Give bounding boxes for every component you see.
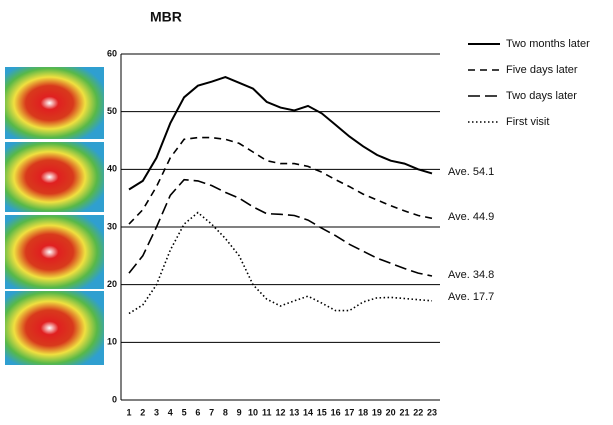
annotation: Ave. 17.7 bbox=[448, 291, 494, 303]
thermal-image bbox=[5, 142, 104, 212]
legend-label: Five days later bbox=[506, 64, 578, 76]
y-tick-label: 20 bbox=[107, 279, 117, 289]
x-tick-label: 22 bbox=[413, 407, 423, 417]
thermal-images bbox=[5, 67, 104, 365]
x-tick-label: 6 bbox=[195, 407, 200, 417]
x-tick-label: 1 bbox=[126, 407, 131, 417]
y-tick-label: 30 bbox=[107, 221, 117, 231]
x-tick-label: 7 bbox=[209, 407, 214, 417]
x-tick-label: 20 bbox=[386, 407, 396, 417]
x-tick-label: 9 bbox=[237, 407, 242, 417]
x-tick-label: 11 bbox=[262, 407, 272, 417]
y-tick-label: 40 bbox=[107, 164, 117, 174]
annotation: Ave. 34.8 bbox=[448, 269, 494, 281]
x-tick-label: 16 bbox=[331, 407, 341, 417]
series-line bbox=[128, 76, 433, 191]
chart-title: MBR bbox=[150, 9, 182, 25]
annotation: Ave. 44.9 bbox=[448, 211, 494, 223]
x-tick-label: 10 bbox=[248, 407, 258, 417]
series-line bbox=[128, 211, 433, 315]
x-tick-label: 2 bbox=[140, 407, 145, 417]
x-tick-label: 17 bbox=[344, 407, 354, 417]
x-tick-label: 8 bbox=[223, 407, 228, 417]
x-tick-label: 12 bbox=[275, 407, 285, 417]
x-tick-label: 15 bbox=[317, 407, 327, 417]
legend-label: Two months later bbox=[506, 38, 590, 50]
x-tick-label: 4 bbox=[168, 407, 173, 417]
x-tick-label: 19 bbox=[372, 407, 382, 417]
series-line bbox=[128, 136, 433, 225]
annotation: Ave. 54.1 bbox=[448, 166, 494, 178]
x-tick-label: 3 bbox=[154, 407, 159, 417]
y-tick-label: 60 bbox=[107, 48, 117, 58]
x-tick-label: 14 bbox=[303, 407, 313, 417]
legend-label: First visit bbox=[506, 116, 549, 128]
x-tick-label: 13 bbox=[289, 407, 299, 417]
thermal-image bbox=[5, 215, 104, 289]
thermal-image bbox=[5, 291, 104, 365]
y-tick-label: 10 bbox=[107, 337, 117, 347]
x-tick-label: 23 bbox=[427, 407, 437, 417]
legend-label: Two days later bbox=[506, 90, 577, 102]
y-tick-label: 50 bbox=[107, 106, 117, 116]
series-line bbox=[128, 178, 433, 277]
y-tick-label: 0 bbox=[112, 394, 117, 404]
thermal-image bbox=[5, 67, 104, 139]
x-tick-label: 18 bbox=[358, 407, 368, 417]
x-tick-label: 21 bbox=[399, 407, 409, 417]
x-tick-label: 5 bbox=[182, 407, 187, 417]
